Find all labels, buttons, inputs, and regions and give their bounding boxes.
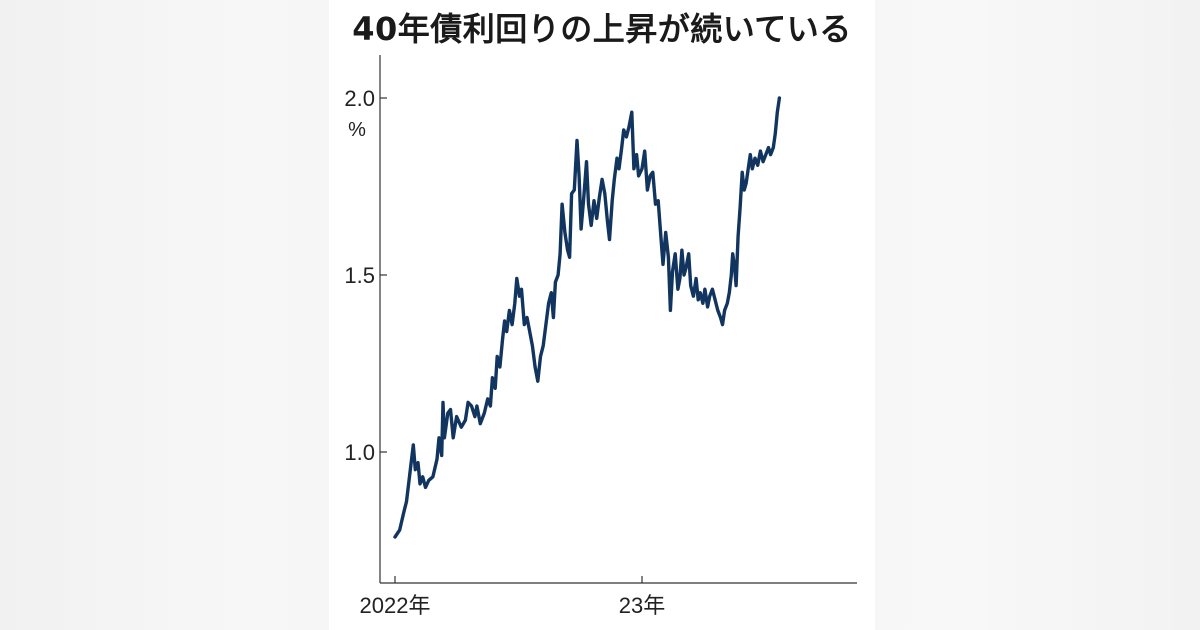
chart-axes: 1.0 1.5 2.0% 2022年 23年 [344,55,857,618]
y-tick-label: 1.5 [344,263,375,288]
chart-panel: 40年債利回りの上昇が続いている 1.0 1.5 2.0% 2022年 23年 [329,0,875,630]
chart-canvas: 1.0 1.5 2.0% 2022年 23年 [344,55,857,618]
plot-area [393,96,782,539]
series-line-0 [393,96,782,539]
y-tick-label: 2.0 [344,86,375,111]
x-tick-label: 2022年 [360,593,431,618]
y-unit-label: % [348,119,366,141]
chart-title: 40年債利回りの上昇が続いている [352,10,852,48]
x-tick-label: 23年 [619,593,665,618]
y-tick-label: 1.0 [344,440,375,465]
